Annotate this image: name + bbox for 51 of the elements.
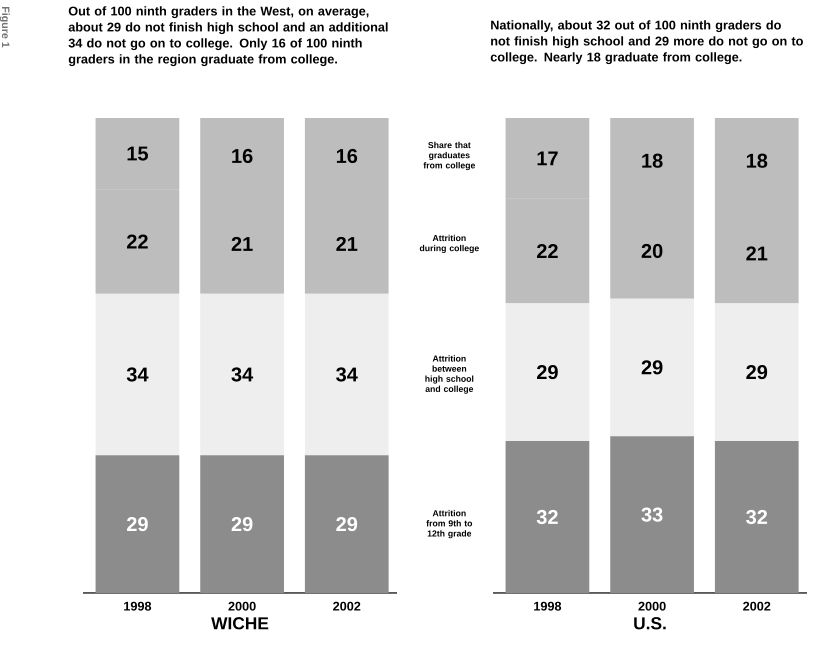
- bar: [506, 303, 590, 441]
- data-label: 29: [642, 360, 662, 374]
- bar: [96, 294, 180, 456]
- bar: [200, 294, 284, 456]
- data-label: 21: [336, 236, 358, 251]
- data-label: 18: [746, 154, 768, 168]
- bar: [304, 455, 389, 593]
- data-label: 33: [641, 508, 662, 522]
- chart-title: Out of 100 ninth graders in the West, on average, about 29 do not finish high school and an additional 34 do not go on to college. Only 16 of 100 ninth graders in the region graduate from college.: [68, 6, 388, 66]
- data-label: 16: [232, 148, 252, 164]
- data-label: 20: [642, 244, 662, 258]
- bar: [714, 440, 799, 593]
- chart-title: Nationally, about 32 out of 100 ninth graders do not finish high school and 29 more do not go on to college. Nearly 18 graduate from college.: [490, 20, 803, 64]
- data-label: 21: [746, 246, 768, 260]
- x-axis-title: WICHE: [211, 617, 268, 630]
- data-label: 29: [336, 517, 358, 532]
- data-label: 21: [232, 236, 253, 251]
- bar: [506, 440, 590, 593]
- data-label: 22: [537, 244, 558, 258]
- x-tick-label: 1998: [534, 602, 562, 611]
- data-label: 34: [126, 367, 148, 382]
- caption: Figure 1: [0, 6, 10, 48]
- data-label: 29: [232, 517, 252, 532]
- text: Share that graduates from college: [423, 142, 476, 170]
- x-tick-label: 1998: [124, 602, 152, 611]
- bar: [96, 455, 180, 593]
- data-label: 18: [642, 154, 663, 168]
- bar: [610, 298, 694, 436]
- x-tick-label: 2000: [638, 602, 666, 611]
- data-label: 32: [746, 510, 768, 524]
- bar: [200, 455, 284, 593]
- bar: [610, 436, 694, 593]
- data-label: 29: [127, 517, 148, 532]
- data-label: 29: [746, 365, 768, 380]
- x-axis-title: U.S.: [634, 617, 666, 630]
- bar: [304, 294, 389, 456]
- x-tick-label: 2002: [743, 602, 770, 611]
- data-label: 15: [128, 146, 148, 161]
- text: Attrition between high school and college: [425, 355, 474, 394]
- data-label: 22: [127, 234, 148, 248]
- data-label: 32: [536, 510, 558, 524]
- text: Attrition during college: [420, 234, 479, 253]
- x-tick-label: 2000: [228, 602, 256, 611]
- x-tick-label: 2002: [333, 602, 360, 611]
- data-label: 17: [538, 151, 558, 166]
- bar: [714, 303, 799, 441]
- data-label: 29: [537, 365, 558, 380]
- data-label: 16: [336, 148, 358, 164]
- data-label: 34: [231, 367, 254, 382]
- data-label: 34: [336, 367, 358, 382]
- text: Attrition from 9th to 12th grade: [426, 510, 472, 538]
